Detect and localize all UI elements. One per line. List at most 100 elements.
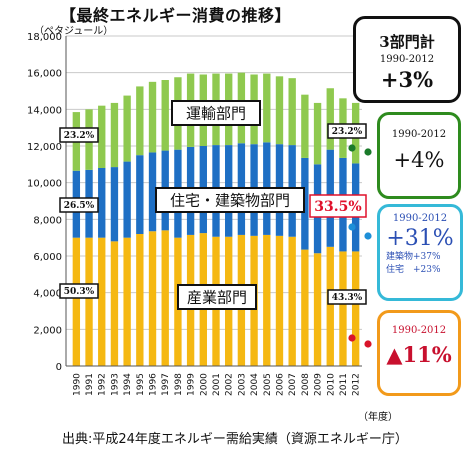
x-tick-label: 1995 [136,373,146,396]
bar-segment-transport [275,76,284,145]
x-tick-label: 1992 [98,373,108,396]
bar-segment-industry [326,246,334,366]
x-tick-label: 2002 [225,373,235,396]
segment-label-industry-box [177,284,257,310]
bar-segment-transport [161,80,169,151]
bar-segment-transport [98,105,106,168]
callout-residential-sub2: 住宅 +23% [386,265,441,275]
y-tick-label: 0 [56,362,62,373]
bar-segment-industry [72,237,81,366]
share-2012-residential-box [309,194,367,218]
indicator-dot-transport [364,148,372,156]
callout-residential: 1990-2012 +31% 建築物+37% 住宅 +23% [377,204,463,301]
y-tick-label: 4,000 [33,289,62,300]
callout-residential-sub1: 建築物+37% [386,252,441,262]
share-1990-industry: 50.3% [64,287,95,297]
bar-segment-transport [288,78,296,146]
bar-segment-industry [339,251,347,366]
bar-segment-transport [110,102,119,168]
y-tick-label: 18,000 [27,32,62,43]
y-axis-unit: （ペタジュール） [34,26,114,37]
source-note: 出典:平成24年度エネルギー需給実績（資源エネルギー庁） [62,432,408,447]
y-tick-label: 2,000 [33,325,62,336]
x-tick-label: 2008 [301,373,311,396]
bar-segment-industry [85,237,93,366]
share-1990-transport-box [59,127,99,143]
indicator-dot-residential [364,232,372,240]
bar-segment-residential [123,161,131,238]
bar-segment-industry [288,236,296,366]
x-tick-label: 2007 [288,373,298,396]
bar-segment-industry [263,234,271,366]
x-tick-label: 2004 [250,373,260,396]
bar-segment-industry [275,235,284,366]
segment-label-residential-box [155,187,305,213]
chart-title: 【最終エネルギー消費の推移】 [60,6,292,25]
share-1990-transport: 23.2% [64,131,95,141]
x-tick-label: 2005 [263,373,273,396]
x-tick-label: 2009 [314,373,324,396]
share-1990-residential: 26.5% [64,201,95,211]
share-2012-industry: 43.3% [332,293,363,303]
segment-label-transport-box [171,100,261,126]
x-tick-label: 2000 [199,373,209,396]
segment-label-industry: 産業部門 [187,288,247,306]
callout-total-change: +3% [380,67,434,92]
y-tick-label: 16,000 [27,69,62,80]
y-tick-label: 14,000 [27,105,62,116]
bar-segment-industry [98,237,106,366]
bar-segment-industry [301,249,309,366]
bar-segment-residential [136,155,144,234]
bar-segment-industry [136,234,144,366]
x-tick-label: 2003 [237,373,247,396]
bar-segment-residential [148,152,157,232]
bar-segment-industry [110,241,119,366]
segment-label-residential: 住宅・建築物部門 [170,191,290,209]
callout-transport: 1990-2012 +4% [377,112,461,199]
indicator-dot-industry [364,340,372,348]
y-tick-label: 12,000 [27,142,62,153]
bar-segment-residential [110,167,119,242]
bar-segment-industry [123,237,131,366]
indicator-dot-industry [348,334,356,342]
callout-residential-change: +31% [386,226,454,251]
callout-transport-change: +4% [393,148,445,172]
share-2012-transport-box [327,123,367,139]
x-tick-label: 1990 [72,373,82,396]
bar-segment-industry [148,231,157,366]
x-tick-label: 1999 [187,373,197,396]
indicator-dot-transport [348,144,356,152]
bar-segment-transport [148,81,157,153]
callout-industry: 1990-2012 ▲11% [377,310,461,396]
callout-industry-period: 1990-2012 [391,325,447,336]
indicator-dot-residential [348,223,356,231]
x-tick-label: 1991 [85,373,95,396]
share-2012-transport: 23.2% [332,127,363,137]
bar-segment-transport [123,95,131,162]
y-tick-label: 8,000 [33,215,62,226]
bar-segment-transport [301,94,309,158]
share-1990-industry-box [59,283,99,299]
callout-residential-period: 1990-2012 [392,213,448,224]
callout-total-title: 3部門計 [379,33,435,51]
callout-total: 3部門計 1990-2012 +3% [353,16,461,103]
y-tick-label: 6,000 [33,252,62,263]
bar-segment-industry [161,230,169,366]
x-axis-unit: （年度） [358,412,398,423]
share-2012-industry-box [327,289,367,305]
x-tick-label: 1998 [174,373,184,396]
x-tick-label: 1993 [110,373,120,396]
share-2012-residential: 33.5% [314,199,361,215]
x-tick-label: 1997 [161,373,171,396]
bar-segment-residential [98,168,106,238]
x-tick-label: 2012 [352,373,362,396]
bar-segment-industry [313,253,322,366]
x-tick-label: 2006 [275,373,285,396]
callout-industry-change: ▲11% [386,342,452,367]
y-tick-label: 10,000 [27,179,62,190]
x-tick-label: 2001 [212,373,222,396]
share-1990-residential-box [59,197,99,213]
x-tick-label: 1996 [149,373,159,396]
bar-segment-transport [326,88,334,150]
